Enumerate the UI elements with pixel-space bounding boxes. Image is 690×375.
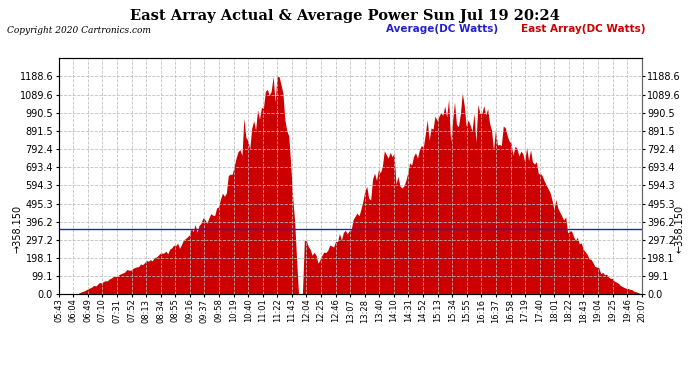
Text: ←358.150: ←358.150 [675,205,684,253]
Text: →358.150: →358.150 [13,205,23,253]
Text: East Array Actual & Average Power Sun Jul 19 20:24: East Array Actual & Average Power Sun Ju… [130,9,560,23]
Text: Copyright 2020 Cartronics.com: Copyright 2020 Cartronics.com [7,26,151,35]
Text: Average(DC Watts): Average(DC Watts) [386,24,498,34]
Text: East Array(DC Watts): East Array(DC Watts) [521,24,645,34]
